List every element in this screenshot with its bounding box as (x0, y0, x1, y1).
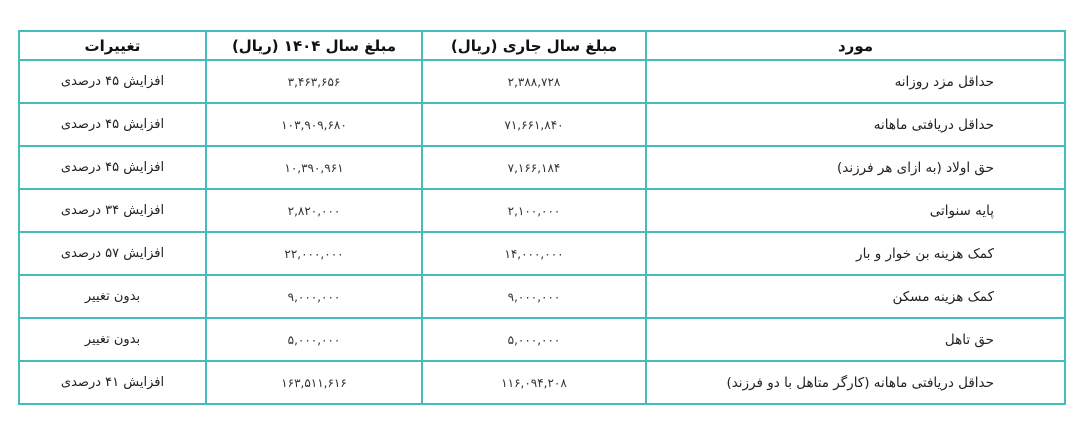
cell-current-amount: ۷,۱۶۶,۱۸۴ (421, 145, 647, 190)
cell-change: افزایش ۴۱ درصدی (18, 360, 207, 405)
cell-item: کمک هزینه بن خوار و بار (645, 231, 1066, 276)
header-1404: مبلغ سال ۱۴۰۴ (ریال) (205, 30, 423, 61)
cell-current-amount: ۲,۱۰۰,۰۰۰ (421, 188, 647, 233)
cell-current-amount: ۲,۳۸۸,۷۲۸ (421, 59, 647, 104)
cell-amount-1404: ۵,۰۰۰,۰۰۰ (205, 317, 423, 362)
cell-current-amount: ۱۱۶,۰۹۴,۲۰۸ (421, 360, 647, 405)
table-row: پایه سنواتی ۲,۱۰۰,۰۰۰ ۲,۸۲۰,۰۰۰ افزایش ۳۴ د… (18, 188, 1066, 233)
header-changes: تغییرات (18, 30, 207, 61)
cell-change: بدون تغییر (18, 317, 207, 362)
cell-item: حداقل دریافتی ماهانه (645, 102, 1066, 147)
cell-current-amount: ۷۱,۶۶۱,۸۴۰ (421, 102, 647, 147)
header-row: مورد مبلغ سال جاری (ریال) مبلغ سال ۱۴۰۴ … (18, 30, 1066, 61)
cell-amount-1404: ۱۶۳,۵۱۱,۶۱۶ (205, 360, 423, 405)
table-body: حداقل مزد روزانه ۲,۳۸۸,۷۲۸ ۳,۴۶۳,۶۵۶ افزایش… (18, 59, 1066, 405)
cell-amount-1404: ۲,۸۲۰,۰۰۰ (205, 188, 423, 233)
table-row: حق اولاد (به ازای هر فرزند) ۷,۱۶۶,۱۸۴ ۱۰,۳… (18, 145, 1066, 190)
cell-item: پایه سنواتی (645, 188, 1066, 233)
table-row: حداقل دریافتی ماهانه ۷۱,۶۶۱,۸۴۰ ۱۰۳,۹۰۹,۶۸… (18, 102, 1066, 147)
cell-amount-1404: ۲۲,۰۰۰,۰۰۰ (205, 231, 423, 276)
cell-item: حداقل مزد روزانه (645, 59, 1066, 104)
cell-amount-1404: ۹,۰۰۰,۰۰۰ (205, 274, 423, 319)
cell-change: افزایش ۴۵ درصدی (18, 102, 207, 147)
cell-change: افزایش ۴۵ درصدی (18, 59, 207, 104)
header-current-year: مبلغ سال جاری (ریال) (421, 30, 647, 61)
cell-current-amount: ۵,۰۰۰,۰۰۰ (421, 317, 647, 362)
cell-current-amount: ۱۴,۰۰۰,۰۰۰ (421, 231, 647, 276)
cell-current-amount: ۹,۰۰۰,۰۰۰ (421, 274, 647, 319)
wage-table: مورد مبلغ سال جاری (ریال) مبلغ سال ۱۴۰۴ … (18, 30, 1066, 405)
table-row: حق تاهل ۵,۰۰۰,۰۰۰ ۵,۰۰۰,۰۰۰ بدون تغییر (18, 317, 1066, 362)
table-row: کمک هزینه بن خوار و بار ۱۴,۰۰۰,۰۰۰ ۲۲,۰۰۰,… (18, 231, 1066, 276)
cell-change: افزایش ۳۴ درصدی (18, 188, 207, 233)
cell-amount-1404: ۱۰,۳۹۰,۹۶۱ (205, 145, 423, 190)
table-row: حداقل مزد روزانه ۲,۳۸۸,۷۲۸ ۳,۴۶۳,۶۵۶ افزایش… (18, 59, 1066, 104)
cell-item: حق اولاد (به ازای هر فرزند) (645, 145, 1066, 190)
table-row: کمک هزینه مسکن ۹,۰۰۰,۰۰۰ ۹,۰۰۰,۰۰۰ بدون تغی… (18, 274, 1066, 319)
cell-change: بدون تغییر (18, 274, 207, 319)
cell-item: حق تاهل (645, 317, 1066, 362)
header-item: مورد (645, 30, 1066, 61)
cell-amount-1404: ۱۰۳,۹۰۹,۶۸۰ (205, 102, 423, 147)
cell-item: حداقل دریافتی ماهانه (کارگر متاهل با دو … (645, 360, 1066, 405)
cell-change: افزایش ۴۵ درصدی (18, 145, 207, 190)
cell-item: کمک هزینه مسکن (645, 274, 1066, 319)
cell-change: افزایش ۵۷ درصدی (18, 231, 207, 276)
table-row: حداقل دریافتی ماهانه (کارگر متاهل با دو … (18, 360, 1066, 405)
cell-amount-1404: ۳,۴۶۳,۶۵۶ (205, 59, 423, 104)
